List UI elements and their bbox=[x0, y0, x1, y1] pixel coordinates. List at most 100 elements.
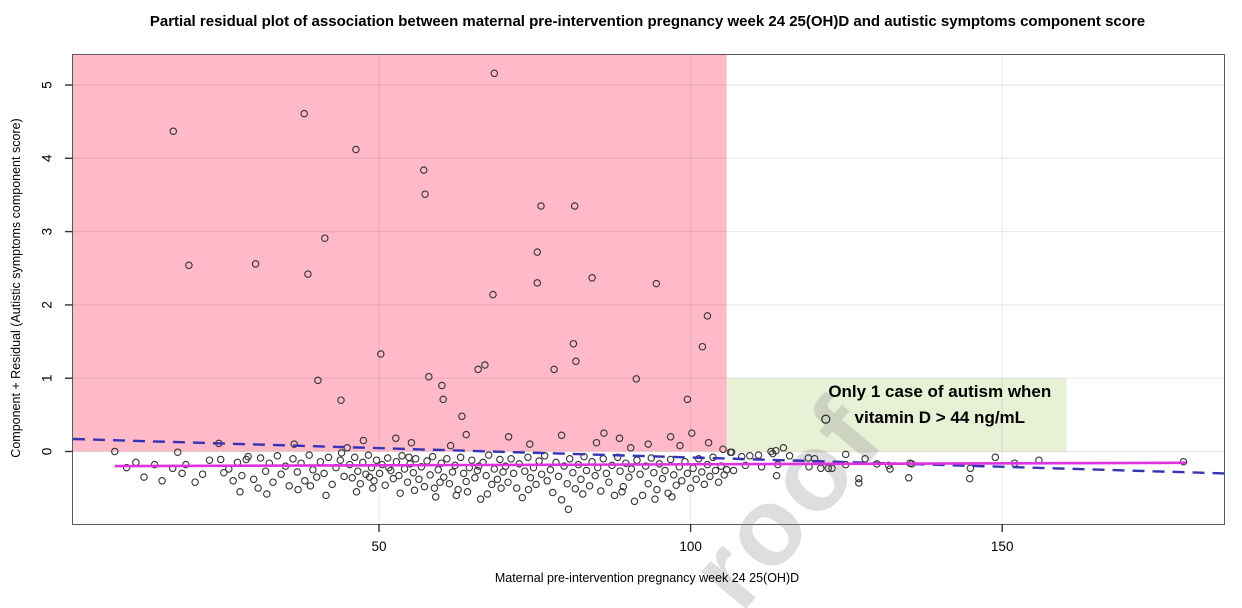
data-point bbox=[431, 493, 440, 501]
data-point bbox=[965, 474, 974, 483]
data-point bbox=[359, 436, 368, 445]
data-point bbox=[417, 463, 426, 471]
data-point bbox=[198, 470, 207, 478]
data-point bbox=[269, 478, 277, 486]
data-point bbox=[650, 468, 658, 477]
data-point bbox=[305, 451, 313, 459]
data-point bbox=[132, 458, 140, 467]
data-point bbox=[263, 490, 271, 498]
data-point bbox=[169, 127, 178, 135]
data-point bbox=[683, 395, 692, 404]
data-point bbox=[490, 465, 499, 473]
data-point bbox=[600, 429, 608, 437]
data-point bbox=[395, 471, 403, 480]
autism-cases-region bbox=[73, 55, 727, 452]
data-point bbox=[273, 452, 282, 460]
data-point bbox=[438, 381, 446, 390]
data-point bbox=[564, 505, 573, 514]
data-point bbox=[471, 474, 479, 482]
x-tick-label: 100 bbox=[679, 539, 702, 554]
data-point bbox=[439, 395, 447, 404]
data-point bbox=[554, 472, 563, 481]
data-point bbox=[692, 475, 700, 484]
chart-title: Partial residual plot of association bet… bbox=[149, 13, 1146, 30]
data-point bbox=[666, 455, 675, 464]
data-point bbox=[618, 488, 626, 496]
data-point bbox=[633, 456, 641, 464]
data-point bbox=[630, 497, 639, 506]
data-point bbox=[150, 460, 159, 469]
data-point bbox=[423, 457, 431, 465]
data-point bbox=[111, 447, 119, 456]
data-point bbox=[448, 468, 457, 476]
data-point bbox=[619, 482, 628, 491]
data-point bbox=[458, 412, 466, 421]
data-point bbox=[392, 434, 400, 443]
data-point bbox=[375, 469, 384, 478]
data-point bbox=[430, 484, 439, 492]
data-point bbox=[504, 478, 512, 486]
data-point bbox=[322, 491, 330, 500]
data-point bbox=[841, 450, 850, 459]
data-point bbox=[440, 473, 448, 481]
data-point bbox=[410, 486, 419, 495]
data-point bbox=[524, 485, 533, 494]
data-point bbox=[426, 471, 434, 479]
data-point bbox=[543, 477, 551, 485]
data-point bbox=[173, 448, 182, 456]
data-point bbox=[579, 490, 587, 498]
data-point bbox=[389, 474, 398, 483]
data-point bbox=[535, 457, 543, 465]
data-point bbox=[244, 452, 252, 461]
data-point bbox=[463, 488, 472, 496]
data-point bbox=[549, 488, 557, 497]
data-point bbox=[490, 69, 499, 78]
data-point bbox=[676, 441, 684, 450]
data-point bbox=[683, 469, 692, 478]
data-point bbox=[652, 279, 661, 288]
data-point bbox=[616, 467, 624, 475]
x-tick-label: 50 bbox=[371, 539, 386, 554]
data-point bbox=[352, 145, 360, 154]
data-point bbox=[314, 376, 322, 385]
data-point bbox=[251, 260, 260, 268]
data-point bbox=[550, 365, 558, 374]
data-point bbox=[703, 312, 712, 320]
data-point bbox=[354, 467, 362, 475]
data-point bbox=[488, 480, 496, 489]
data-point bbox=[398, 452, 406, 460]
data-point bbox=[569, 468, 577, 477]
data-point bbox=[537, 470, 546, 478]
data-point bbox=[767, 447, 775, 456]
data-point bbox=[569, 339, 578, 348]
data-point bbox=[638, 491, 647, 500]
data-point bbox=[861, 455, 869, 463]
data-point bbox=[592, 438, 601, 447]
data-point bbox=[641, 462, 650, 470]
data-point bbox=[205, 456, 214, 464]
data-point bbox=[229, 477, 237, 485]
y-tick-label: 1 bbox=[40, 374, 55, 382]
data-point bbox=[446, 441, 455, 450]
data-point bbox=[729, 466, 738, 475]
linear-fit-line bbox=[72, 437, 1225, 475]
data-point bbox=[337, 396, 345, 404]
data-point bbox=[434, 466, 442, 474]
y-tick-label: 3 bbox=[40, 228, 55, 236]
data-point bbox=[409, 468, 418, 477]
data-point bbox=[140, 473, 148, 481]
data-point bbox=[459, 469, 468, 478]
data-point bbox=[474, 365, 482, 374]
data-point bbox=[570, 202, 579, 210]
data-point bbox=[396, 489, 404, 497]
data-point bbox=[711, 466, 720, 475]
data-point bbox=[626, 444, 635, 452]
data-point bbox=[220, 468, 228, 477]
smooth-fit-line bbox=[114, 461, 1187, 468]
x-axis-title: Maternal pre-intervention pregnancy week… bbox=[494, 571, 800, 585]
data-point bbox=[436, 478, 444, 486]
data-point bbox=[668, 493, 676, 501]
data-point bbox=[321, 234, 329, 242]
data-point bbox=[481, 361, 489, 369]
